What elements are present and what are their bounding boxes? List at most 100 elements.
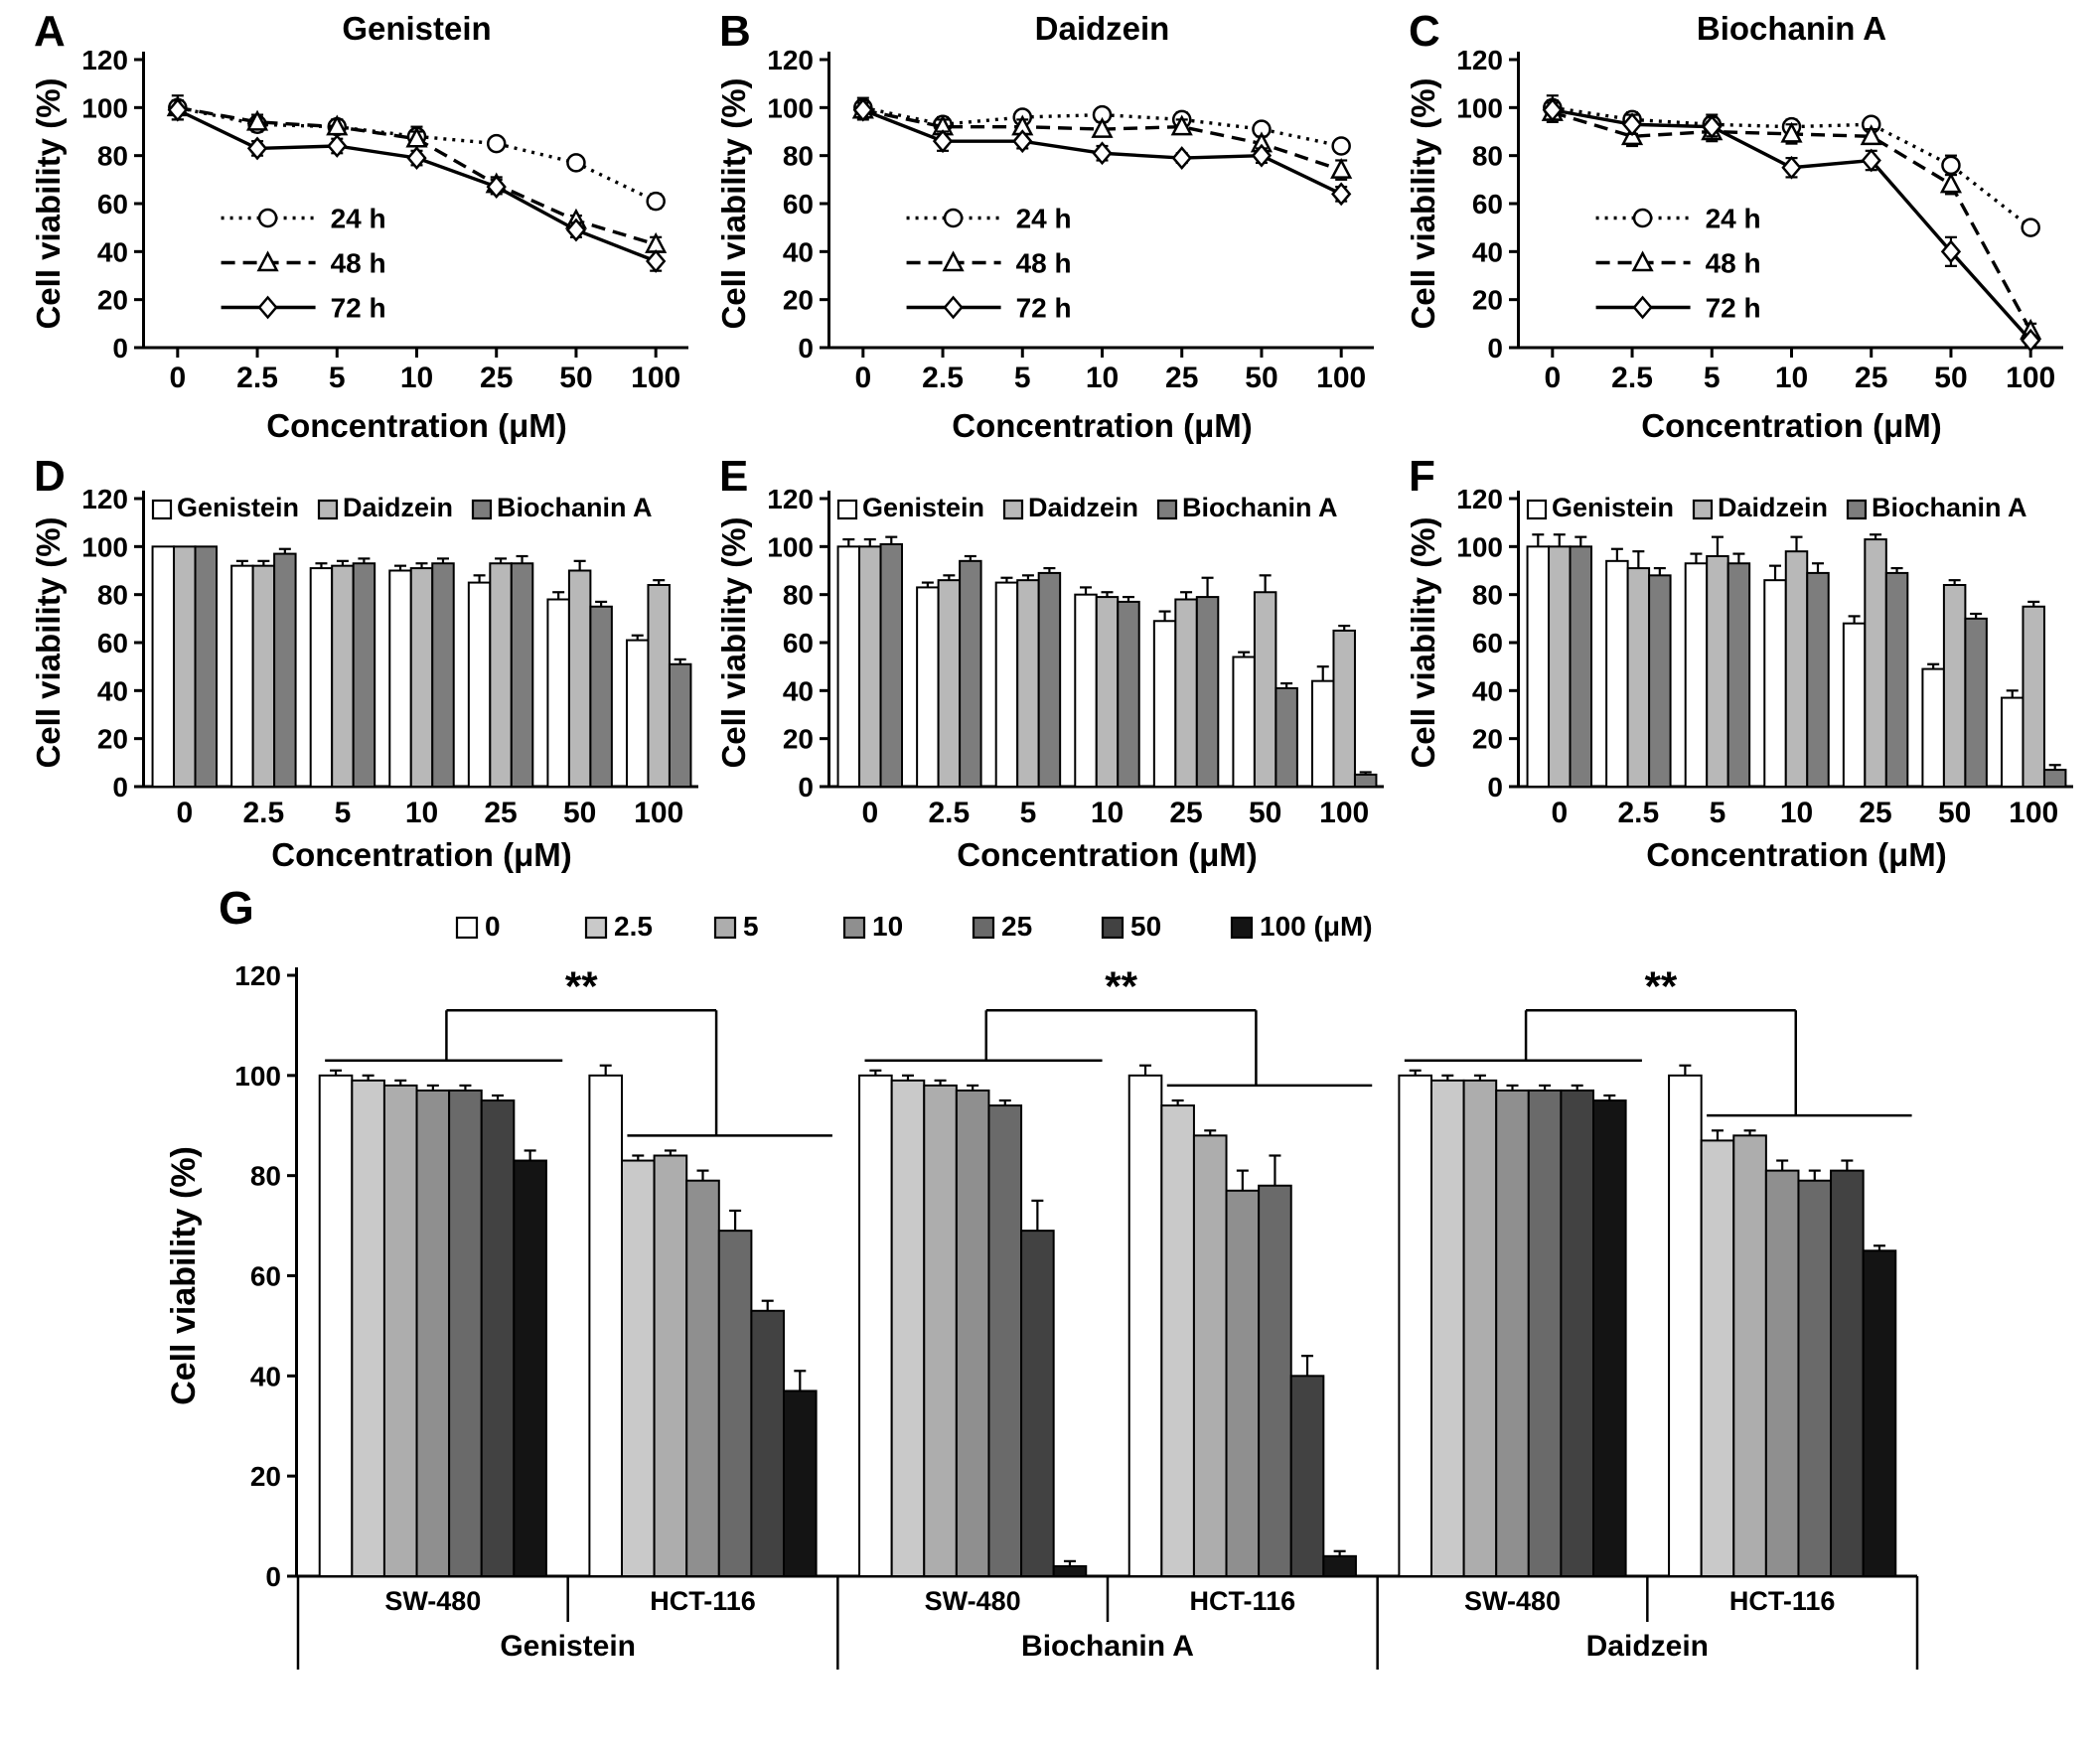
bar — [937, 579, 962, 788]
bar — [1884, 571, 1909, 788]
bar — [448, 1089, 483, 1577]
y-tick-label: 100 — [81, 92, 128, 123]
bar — [1117, 600, 1140, 788]
x-tick-label: 0 — [854, 362, 871, 394]
bar-group-SW-480-2 — [858, 1069, 1088, 1578]
y-tick-label: 20 — [1472, 285, 1503, 316]
bar — [916, 586, 940, 788]
bar — [318, 1074, 354, 1577]
x-tick-label: 100 — [2006, 362, 2055, 394]
triangle-marker — [1330, 157, 1353, 179]
legend-label: Daidzein — [1718, 493, 1828, 522]
panel-b-line-chart: B Daidzein 0 20 40 60 80 100 120 0 2.5 5 10 25 50 100 Co… — [713, 2, 1399, 447]
bar — [567, 569, 592, 788]
bar — [890, 1079, 926, 1577]
x-tick-label: 25 — [1165, 362, 1198, 394]
x-tick-label: 2.5 — [242, 797, 284, 829]
triangle-marker — [245, 109, 269, 131]
y-axis-title: Cell viability (%) — [1405, 516, 1441, 768]
legend-label: Genistein — [1552, 493, 1674, 522]
triangle-marker — [942, 250, 965, 272]
bar — [1684, 562, 1709, 788]
bar — [858, 1074, 893, 1577]
bar — [2022, 605, 2045, 788]
diamond-marker — [257, 295, 278, 320]
circle-marker — [257, 208, 278, 228]
y-tick-label: 40 — [97, 675, 128, 706]
y-axis-title: Cell viability (%) — [165, 1146, 203, 1405]
x-tick-label: 0 — [861, 797, 878, 829]
bar — [546, 598, 570, 788]
legend-label: 48 h — [1016, 248, 1072, 279]
legend-label: Genistein — [862, 493, 984, 522]
bar — [717, 1230, 753, 1577]
series-72h — [852, 97, 1352, 207]
bar — [1784, 550, 1809, 788]
bar-series-Genistein — [1526, 533, 2025, 789]
triangle-marker — [1780, 121, 1803, 143]
circle-marker — [646, 191, 666, 212]
bar — [1964, 617, 1988, 788]
x-tick-label: 10 — [405, 797, 438, 829]
y-axis-title: Cell viability (%) — [30, 77, 67, 329]
bar — [415, 1089, 451, 1577]
bar — [1332, 629, 1356, 788]
bar — [1495, 1089, 1530, 1577]
y-tick-label: 0 — [112, 333, 128, 364]
panel-e-svg: E 0 20 40 60 80 100 120 0 2.5 5 10 25 50 100 Concentrat… — [715, 452, 1384, 873]
bar — [309, 567, 334, 789]
cell-line-label: SW-480 — [384, 1586, 481, 1616]
bar — [1016, 579, 1040, 788]
bar — [2000, 696, 2025, 788]
diamond-marker — [167, 97, 188, 122]
bar — [1764, 1169, 1800, 1577]
triangle-marker — [256, 250, 279, 272]
x-tick-label: 25 — [484, 797, 517, 829]
bar — [987, 1104, 1023, 1577]
diamond-marker — [246, 136, 268, 161]
bar — [1195, 596, 1220, 788]
series-48h — [1541, 99, 2042, 340]
bar — [382, 1084, 418, 1578]
significance-stars: ** — [565, 962, 598, 1009]
bar — [1605, 559, 1629, 789]
bar — [351, 1079, 385, 1577]
bar — [1732, 1134, 1767, 1577]
bar-series-BiochaninA — [879, 535, 1378, 789]
y-tick-label: 20 — [783, 285, 814, 316]
x-tick-label: 100 — [1319, 797, 1369, 829]
y-tick-label: 100 — [767, 531, 814, 562]
x-tick-label: 2.5 — [922, 362, 964, 394]
bar — [1020, 1230, 1055, 1577]
x-tick-label: 5 — [1020, 797, 1037, 829]
bar — [431, 562, 455, 788]
y-tick-label: 40 — [783, 236, 814, 267]
y-tick-label: 20 — [783, 724, 814, 755]
diamond-marker — [852, 97, 873, 122]
bar-group-SW-480-4 — [1398, 1069, 1627, 1578]
diamond-marker — [1171, 146, 1192, 171]
bar — [230, 564, 254, 788]
series-48h — [166, 95, 668, 253]
bar — [1074, 593, 1098, 788]
legend-label: 24 h — [1016, 204, 1072, 234]
bar — [588, 1074, 623, 1577]
bar — [1700, 1139, 1735, 1577]
x-tick-label: 0 — [1544, 362, 1561, 394]
x-axis-title: Concentration (μM) — [1646, 836, 1947, 873]
legend-swatch — [842, 916, 866, 940]
bar — [858, 545, 882, 789]
bar — [1462, 1079, 1498, 1577]
panel-b-svg: B Daidzein 0 20 40 60 80 100 120 0 2.5 5 10 25 50 100 Co… — [715, 7, 1374, 444]
y-tick-label: 120 — [767, 45, 814, 75]
bar — [625, 639, 650, 788]
legend-label: 5 — [743, 911, 759, 942]
y-tick-label: 60 — [97, 189, 128, 219]
legend-label: Biochanin A — [1182, 493, 1338, 522]
y-tick-label: 80 — [1472, 141, 1503, 172]
x-tick-label: 50 — [559, 362, 592, 394]
y-tick-label: 100 — [1456, 531, 1503, 562]
y-tick-label: 40 — [783, 675, 814, 706]
y-tick-label: 60 — [97, 628, 128, 658]
x-axis-title: Concentration (μM) — [952, 407, 1253, 444]
